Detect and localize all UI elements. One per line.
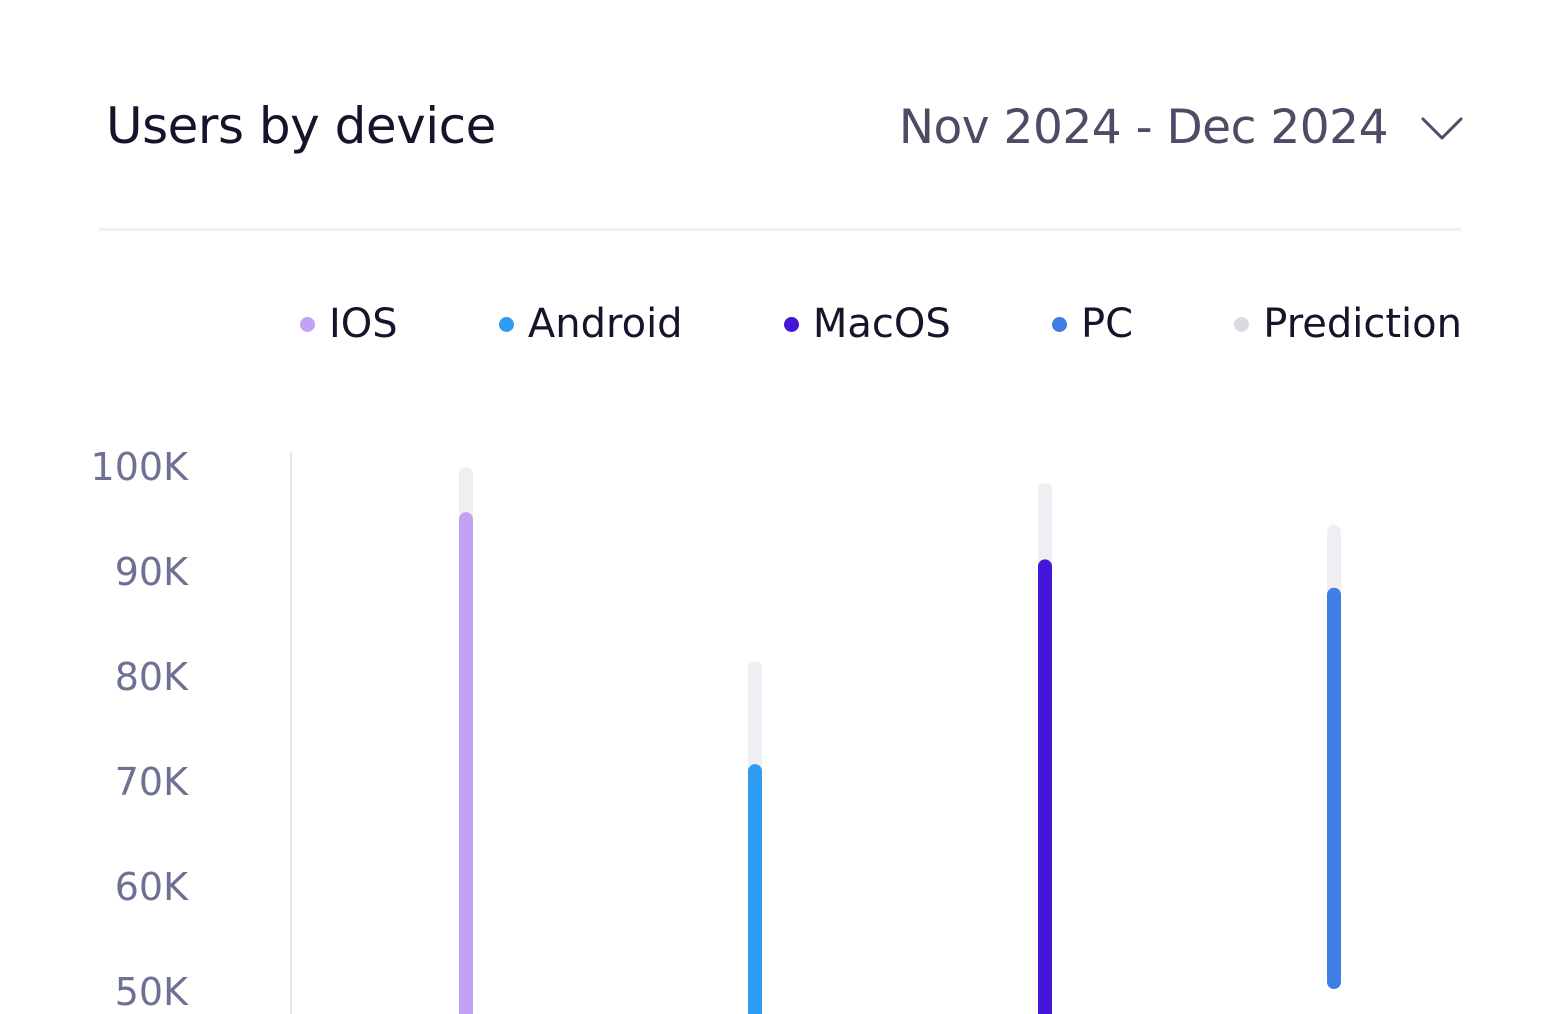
legend-item-pc[interactable]: PC: [1051, 294, 1134, 354]
y-tick-label: 100K: [91, 445, 190, 489]
bar-macos[interactable]: [1038, 559, 1052, 1014]
legend-item-prediction[interactable]: Prediction: [1234, 294, 1462, 354]
legend-label-prediction: Prediction: [1263, 301, 1462, 347]
legend-label-android: Android: [527, 301, 683, 347]
bar-android[interactable]: [748, 764, 762, 1014]
chart-legend: IOS Android MacOS PC Prediction: [300, 294, 1462, 354]
legend-item-macos[interactable]: MacOS: [783, 294, 951, 354]
legend-dot-prediction: [1234, 316, 1250, 332]
header-divider: [99, 228, 1461, 231]
bar-ios[interactable]: [459, 512, 473, 1014]
legend-dot-android: [498, 316, 514, 332]
y-tick-label: 70K: [115, 760, 189, 804]
legend-item-ios[interactable]: IOS: [300, 294, 398, 354]
legend-dot-macos: [783, 316, 799, 332]
date-range-label: Nov 2024 - Dec 2024: [898, 100, 1389, 155]
legend-label-pc: PC: [1080, 301, 1134, 347]
y-tick-label: 80K: [115, 655, 189, 699]
legend-item-android[interactable]: Android: [498, 294, 683, 354]
legend-dot-pc: [1051, 316, 1067, 332]
y-tick-label: 90K: [115, 550, 189, 594]
chevron-down-icon[interactable]: [1420, 113, 1464, 143]
legend-label-macos: MacOS: [812, 301, 951, 347]
y-tick-label: 50K: [115, 970, 189, 1014]
page-title: Users by device: [106, 97, 496, 155]
y-tick-label: 60K: [115, 865, 189, 909]
legend-dot-ios: [300, 316, 315, 332]
date-range-dropdown[interactable]: Nov 2024 - Dec 2024: [899, 98, 1464, 158]
bar-pc[interactable]: [1327, 587, 1341, 989]
legend-label-ios: IOS: [329, 301, 398, 347]
